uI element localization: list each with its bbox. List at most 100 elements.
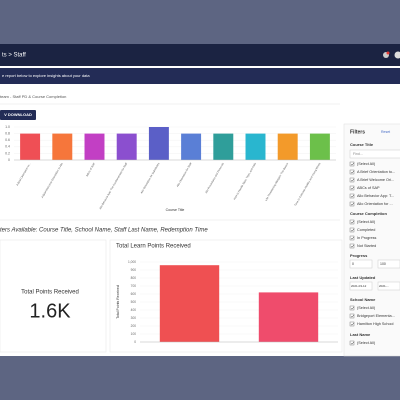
x-tick-label: ABCs of SAP (85, 162, 96, 178)
bar[interactable] (258, 292, 319, 342)
check-mark (350, 228, 355, 232)
download-button[interactable] (0, 110, 36, 120)
y-tick-label: 500 (131, 300, 137, 304)
bar[interactable] (181, 133, 202, 160)
filter-option[interactable]: (Select All) (357, 220, 376, 224)
kpi-value: 1.6K (29, 300, 71, 322)
bar[interactable] (148, 127, 169, 160)
checkbox[interactable] (349, 235, 355, 241)
check-mark (350, 170, 355, 174)
filter-option[interactable]: A Brief Orientation to... (357, 170, 395, 174)
filter-option[interactable]: Completed (357, 228, 375, 232)
banner-text: e report below to explore insights about… (2, 73, 90, 78)
bar[interactable] (84, 133, 105, 160)
filter-heading: Progress (350, 253, 368, 258)
bar[interactable] (277, 133, 298, 160)
y-tick-label: 0.6 (5, 138, 10, 142)
filter-option[interactable]: (Select All) (357, 306, 376, 310)
filter-option[interactable]: Hamilton High School (357, 322, 394, 326)
check-mark (350, 162, 355, 166)
y-tick-label: 300 (131, 316, 137, 320)
search-placeholder[interactable]: Find... (353, 152, 363, 156)
search-box[interactable] (349, 149, 400, 159)
bar[interactable] (116, 133, 137, 160)
filter-option[interactable]: ABCs of SAP (357, 186, 380, 190)
check-mark (350, 314, 355, 318)
checkbox[interactable] (349, 177, 355, 183)
filter-option[interactable]: In Progress (357, 236, 377, 240)
input-box[interactable] (349, 281, 373, 291)
filter-option[interactable]: (Select All) (357, 341, 376, 345)
bar[interactable] (52, 133, 73, 160)
check-mark (350, 341, 355, 345)
y-tick-label: 400 (131, 308, 137, 312)
y-tick-label: 800 (131, 276, 137, 280)
checkbox[interactable] (349, 169, 355, 175)
input-box[interactable] (377, 281, 400, 291)
filter-heading: Course Title (350, 142, 374, 147)
bar[interactable] (309, 133, 330, 160)
y-tick-label: 0 (134, 340, 136, 344)
reset-button[interactable]: Reset (381, 130, 390, 134)
checkbox[interactable] (349, 219, 355, 225)
filter-option[interactable]: Not Started (357, 244, 376, 248)
checkbox[interactable] (349, 193, 355, 199)
input-box[interactable] (349, 259, 373, 269)
download-label[interactable]: V DOWNLOAD (4, 112, 32, 117)
bar[interactable] (213, 133, 234, 160)
check-mark (350, 244, 355, 248)
check-mark (350, 202, 355, 206)
kpi-card (0, 239, 107, 353)
y-tick-label: 200 (131, 324, 137, 328)
progress-max[interactable]: 100 (380, 262, 386, 266)
check-mark (350, 220, 355, 224)
filters-title: Filters (350, 129, 365, 135)
avatar[interactable] (394, 51, 400, 59)
check-mark (350, 194, 355, 198)
filter-option[interactable]: (Select All) (357, 162, 376, 166)
y-tick-label: 600 (131, 292, 137, 296)
check-mark (350, 322, 355, 326)
y-tick-label: 0.8 (5, 132, 10, 136)
bar[interactable] (245, 133, 266, 160)
filter-heading: Course Completion (350, 211, 387, 216)
filters-note: ters Available: Course Title, School Nam… (0, 228, 208, 234)
check-mark (350, 178, 355, 182)
y-tick-label: 1.0 (5, 125, 10, 129)
filter-option[interactable]: Allo Orientation for ... (357, 202, 393, 206)
y-tick-label: 900 (131, 268, 137, 272)
check-mark (350, 186, 355, 190)
check-mark (350, 236, 355, 240)
checkbox[interactable] (349, 305, 355, 311)
filter-option[interactable]: Allo Behavior App: T... (357, 194, 394, 198)
badge (386, 51, 390, 55)
checkbox[interactable] (349, 243, 355, 249)
date-to[interactable]: 2021-... (379, 284, 389, 288)
y-tick-label: 1,000 (128, 260, 136, 264)
checkbox[interactable] (349, 201, 355, 207)
y-axis-title: Total Points Received (116, 285, 120, 319)
y-tick-label: 700 (131, 284, 137, 288)
checkbox[interactable] (349, 227, 355, 233)
y-tick-label: 0 (8, 158, 10, 162)
checkbox[interactable] (349, 313, 355, 319)
checkbox[interactable] (349, 185, 355, 191)
filter-heading: Last Updated (350, 275, 376, 280)
bar[interactable] (20, 133, 41, 160)
date-from[interactable]: 2021-03-12 (351, 284, 367, 288)
chart-title: Total Learn Points Received (116, 244, 191, 250)
filter-heading: School Name (350, 297, 376, 302)
input-box[interactable] (377, 259, 400, 269)
y-tick-label: 100 (131, 332, 137, 336)
checkbox[interactable] (349, 340, 355, 346)
checkbox[interactable] (349, 161, 355, 167)
progress-min[interactable]: 0 (352, 262, 354, 266)
filter-option[interactable]: A Brief Welcome Ori... (357, 178, 394, 182)
filter-heading: Last Name (350, 332, 371, 337)
breadcrumb[interactable]: ts > Staff (2, 53, 26, 59)
bar[interactable] (159, 265, 220, 342)
checkbox[interactable] (349, 321, 355, 327)
filter-option[interactable]: Bridgeport Elementa... (357, 314, 395, 318)
